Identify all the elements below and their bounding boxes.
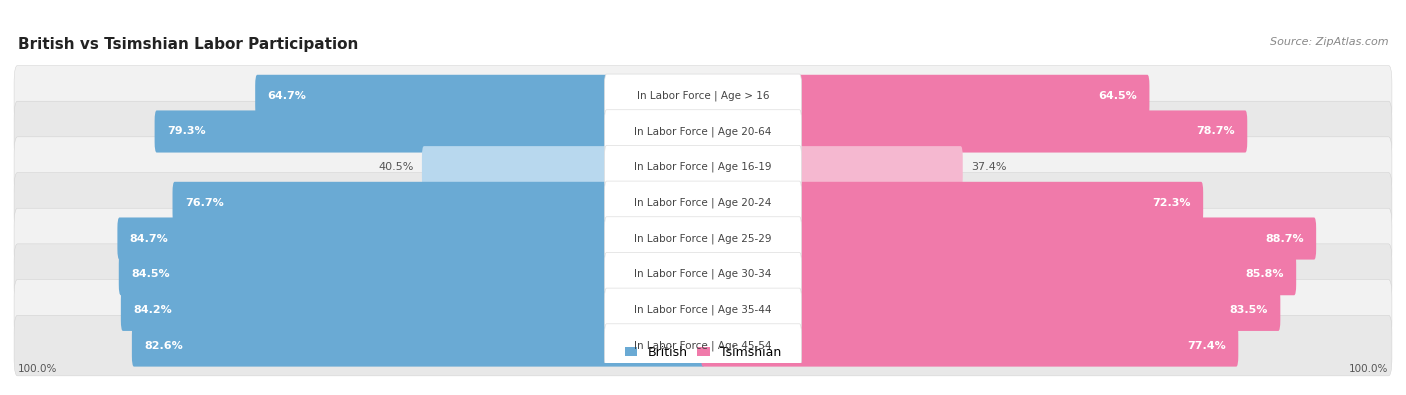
FancyBboxPatch shape <box>155 111 704 152</box>
FancyBboxPatch shape <box>14 280 1392 340</box>
FancyBboxPatch shape <box>702 182 1204 224</box>
FancyBboxPatch shape <box>702 218 1316 260</box>
FancyBboxPatch shape <box>14 173 1392 233</box>
Text: 77.4%: 77.4% <box>1187 340 1226 350</box>
FancyBboxPatch shape <box>14 244 1392 305</box>
Legend: British, Tsimshian: British, Tsimshian <box>620 341 786 364</box>
FancyBboxPatch shape <box>605 217 801 260</box>
FancyBboxPatch shape <box>14 208 1392 269</box>
Text: 79.3%: 79.3% <box>167 126 205 137</box>
FancyBboxPatch shape <box>605 145 801 189</box>
Text: In Labor Force | Age 45-54: In Labor Force | Age 45-54 <box>634 340 772 351</box>
Text: In Labor Force | Age 20-64: In Labor Force | Age 20-64 <box>634 126 772 137</box>
FancyBboxPatch shape <box>121 289 704 331</box>
FancyBboxPatch shape <box>605 324 801 367</box>
FancyBboxPatch shape <box>422 146 704 188</box>
Text: In Labor Force | Age 25-29: In Labor Force | Age 25-29 <box>634 233 772 244</box>
Text: 76.7%: 76.7% <box>186 198 224 208</box>
FancyBboxPatch shape <box>702 75 1150 117</box>
Text: British vs Tsimshian Labor Participation: British vs Tsimshian Labor Participation <box>17 37 359 52</box>
FancyBboxPatch shape <box>117 218 704 260</box>
Text: 82.6%: 82.6% <box>145 340 183 350</box>
FancyBboxPatch shape <box>254 75 704 117</box>
Text: 84.2%: 84.2% <box>134 305 172 315</box>
Text: In Labor Force | Age 35-44: In Labor Force | Age 35-44 <box>634 305 772 315</box>
Text: 72.3%: 72.3% <box>1153 198 1191 208</box>
FancyBboxPatch shape <box>14 101 1392 162</box>
Text: 100.0%: 100.0% <box>1350 364 1389 374</box>
FancyBboxPatch shape <box>132 325 704 367</box>
FancyBboxPatch shape <box>702 253 1296 295</box>
Text: 88.7%: 88.7% <box>1265 233 1303 244</box>
FancyBboxPatch shape <box>14 66 1392 126</box>
Text: 40.5%: 40.5% <box>378 162 413 172</box>
FancyBboxPatch shape <box>605 74 801 118</box>
Text: 100.0%: 100.0% <box>17 364 56 374</box>
Text: In Labor Force | Age 16-19: In Labor Force | Age 16-19 <box>634 162 772 173</box>
FancyBboxPatch shape <box>702 111 1247 152</box>
Text: Source: ZipAtlas.com: Source: ZipAtlas.com <box>1270 37 1389 47</box>
FancyBboxPatch shape <box>605 288 801 332</box>
Text: 84.7%: 84.7% <box>129 233 169 244</box>
Text: 37.4%: 37.4% <box>972 162 1007 172</box>
Text: 83.5%: 83.5% <box>1230 305 1268 315</box>
Text: 84.5%: 84.5% <box>131 269 170 279</box>
FancyBboxPatch shape <box>702 325 1239 367</box>
FancyBboxPatch shape <box>14 315 1392 376</box>
FancyBboxPatch shape <box>702 146 963 188</box>
FancyBboxPatch shape <box>605 110 801 153</box>
FancyBboxPatch shape <box>118 253 704 295</box>
Text: In Labor Force | Age 30-34: In Labor Force | Age 30-34 <box>634 269 772 279</box>
Text: In Labor Force | Age 20-24: In Labor Force | Age 20-24 <box>634 198 772 208</box>
Text: 85.8%: 85.8% <box>1246 269 1284 279</box>
FancyBboxPatch shape <box>173 182 704 224</box>
Text: 64.5%: 64.5% <box>1098 91 1137 101</box>
Text: In Labor Force | Age > 16: In Labor Force | Age > 16 <box>637 90 769 101</box>
FancyBboxPatch shape <box>605 252 801 296</box>
Text: 64.7%: 64.7% <box>267 91 307 101</box>
FancyBboxPatch shape <box>14 137 1392 198</box>
FancyBboxPatch shape <box>702 289 1281 331</box>
Text: 78.7%: 78.7% <box>1197 126 1234 137</box>
FancyBboxPatch shape <box>605 181 801 225</box>
